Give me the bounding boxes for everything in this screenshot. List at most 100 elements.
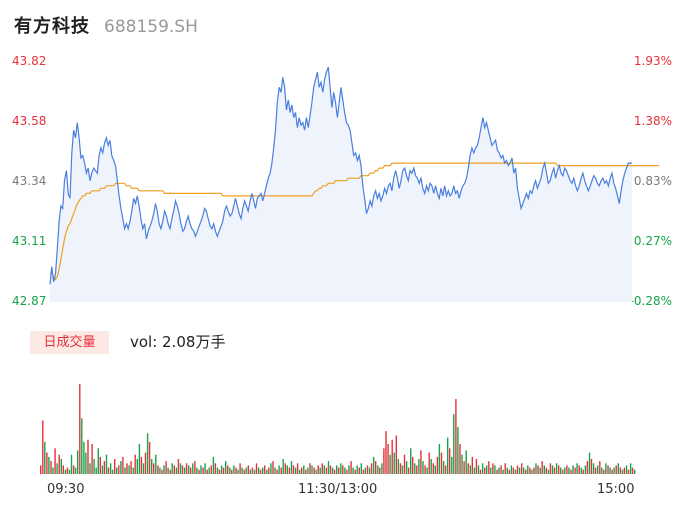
volume-bar — [288, 467, 291, 474]
volume-bar — [449, 448, 451, 474]
volume-bar — [473, 467, 476, 474]
volume-bar — [124, 467, 126, 474]
volume-bar — [60, 459, 62, 474]
volume-bar — [537, 465, 539, 474]
volume-bar — [268, 467, 270, 474]
volume-bar — [331, 467, 334, 474]
volume-bar — [518, 467, 521, 474]
volume-bar — [229, 467, 231, 474]
volume-bar — [397, 459, 399, 474]
volume-bar — [120, 461, 122, 474]
volume-bar — [613, 467, 615, 474]
volume-bar — [202, 467, 204, 474]
volume-bar — [294, 467, 297, 474]
volume-bar — [142, 463, 145, 474]
volume-bar — [192, 463, 194, 474]
volume-bar — [469, 465, 471, 474]
volume-bar — [377, 465, 379, 474]
volume-bar — [93, 459, 95, 474]
y-right-label-5: -0.28% — [629, 294, 672, 308]
x-tick-close: 15:00 — [597, 482, 635, 497]
volume-bar — [492, 463, 494, 474]
volume-bar — [153, 463, 155, 474]
volume-bar — [206, 469, 208, 474]
volume-bar — [438, 444, 441, 474]
volume-bar — [342, 465, 344, 474]
volume-bar — [116, 467, 118, 474]
volume-bar — [46, 452, 48, 474]
volume-bar — [85, 452, 87, 474]
volume-bar — [181, 465, 184, 474]
volume-bar — [354, 469, 356, 474]
volume-bar — [387, 444, 389, 474]
volume-bar — [362, 469, 365, 474]
y-left-label-3: 43.34 — [12, 174, 47, 188]
volume-bar — [364, 467, 367, 474]
volume-bar — [151, 459, 153, 474]
volume-bar — [227, 465, 229, 474]
volume-bar — [122, 456, 124, 474]
volume-bar — [477, 465, 480, 474]
volume-bar — [280, 467, 282, 474]
volume-bar — [551, 465, 554, 474]
volume-bar — [329, 465, 332, 474]
volume-bar — [525, 469, 527, 474]
y-right-label-2: 1.38% — [633, 114, 672, 128]
volume-bar — [185, 463, 188, 474]
volume-bar — [214, 463, 217, 474]
volume-bar — [183, 467, 186, 474]
volume-bar — [305, 469, 307, 474]
volume-bar — [81, 418, 83, 474]
volume-bar — [126, 463, 128, 474]
volume-bar — [40, 465, 42, 474]
volume-bar — [498, 467, 500, 474]
volume-bar — [379, 467, 381, 474]
volume-bar — [564, 467, 566, 474]
y-left-label-5: 42.87 — [12, 294, 47, 308]
volume-bar — [216, 467, 219, 474]
volume-bar — [245, 467, 247, 474]
volume-bar — [434, 465, 436, 474]
volume-bar — [580, 467, 582, 474]
volume-bar — [420, 450, 422, 474]
volume-bar — [130, 461, 132, 474]
volume-tag[interactable]: 日成交量 — [30, 331, 109, 354]
x-tick-open: 09:30 — [47, 482, 85, 497]
volume-bar — [208, 467, 210, 474]
volume-bar — [582, 469, 584, 474]
volume-bar — [609, 467, 611, 474]
volume-bar — [393, 452, 395, 474]
volume-bar — [114, 459, 116, 474]
volume-bar — [527, 465, 529, 474]
volume-bar — [165, 461, 167, 474]
volume-bar — [276, 469, 278, 474]
y-left-label-4: 43.11 — [12, 234, 47, 248]
volume-bar — [584, 465, 587, 474]
volume-bar — [352, 467, 354, 474]
volume-bar — [467, 463, 469, 474]
volume-bar — [479, 469, 482, 474]
volume-bar — [461, 454, 463, 474]
volume-bar — [134, 454, 136, 474]
volume-bar — [442, 461, 445, 474]
volume-bar — [516, 465, 519, 474]
volume-bar — [317, 465, 319, 474]
volume-bar — [605, 463, 607, 474]
volume-bar — [486, 465, 488, 474]
volume-bar — [262, 467, 264, 474]
volume-bar — [368, 467, 371, 474]
volume-bar — [603, 469, 605, 474]
volume-bar — [315, 469, 317, 474]
volume-bar — [514, 469, 517, 474]
volume-bar — [407, 467, 410, 474]
volume-bar — [109, 463, 112, 474]
volume-bar — [412, 456, 414, 474]
volume-bar — [533, 467, 535, 474]
volume-bar — [177, 459, 180, 474]
volume-bar — [457, 426, 459, 474]
volume-bar — [68, 469, 71, 474]
volume-bar — [597, 465, 599, 474]
volume-bar — [430, 459, 432, 474]
stock-code: 688159.SH — [104, 17, 198, 37]
volume-bar — [510, 465, 513, 474]
